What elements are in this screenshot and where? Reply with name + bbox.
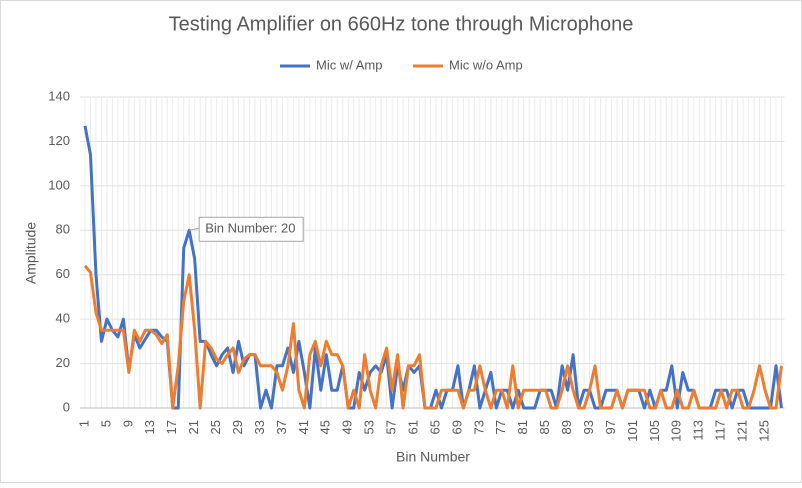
x-tick-label: 65: [427, 420, 442, 434]
x-tick-label: 93: [581, 420, 596, 434]
x-tick-label: 13: [142, 420, 157, 434]
annotation-text: Bin Number: 20: [205, 221, 295, 236]
x-tick-label: 117: [713, 420, 728, 441]
y-tick-label: 20: [56, 355, 70, 370]
x-tick-label: 1: [76, 420, 91, 427]
x-tick-label: 105: [647, 420, 662, 442]
x-tick-label: 121: [735, 420, 750, 442]
x-tick-label: 73: [471, 420, 486, 434]
x-tick-label: 9: [120, 420, 135, 427]
x-tick-label: 41: [296, 420, 311, 434]
y-tick-label: 140: [48, 88, 70, 103]
x-tick-label: 49: [340, 420, 355, 434]
x-tick-label: 81: [515, 420, 530, 434]
legend-label: Mic w/ Amp: [316, 57, 382, 72]
series-line: [83, 125, 783, 410]
x-tick-label: 37: [274, 420, 289, 434]
chart-title: Testing Amplifier on 660Hz tone through …: [169, 13, 634, 35]
series-line: [83, 264, 783, 410]
x-tick-label: 89: [559, 420, 574, 434]
x-tick-label: 25: [208, 420, 223, 434]
x-tick-label: 113: [691, 420, 706, 441]
x-tick-label: 77: [493, 420, 508, 434]
x-tick-label: 21: [186, 420, 201, 434]
x-tick-label: 5: [98, 420, 113, 427]
x-tick-label: 97: [603, 420, 618, 434]
y-tick-label: 40: [56, 311, 70, 326]
x-axis-title: Bin Number: [396, 449, 470, 465]
y-axis-title: Amplitude: [23, 222, 39, 284]
x-tick-label: 109: [669, 420, 684, 442]
x-tick-label: 61: [405, 420, 420, 434]
y-tick-label: 120: [48, 133, 70, 148]
x-tick-label: 85: [537, 420, 552, 434]
x-tick-label: 17: [164, 420, 179, 434]
x-tick-label: 29: [230, 420, 245, 434]
x-tick-label: 125: [756, 420, 771, 442]
x-tick-label: 57: [384, 420, 399, 434]
y-tick-label: 0: [63, 399, 70, 414]
x-tick-label: 53: [362, 420, 377, 434]
y-tick-label: 60: [56, 266, 70, 281]
y-tick-label: 100: [48, 177, 70, 192]
y-tick-label: 80: [56, 222, 70, 237]
x-tick-label: 33: [252, 420, 267, 434]
x-tick-label: 101: [625, 420, 640, 442]
x-tick-label: 45: [318, 420, 333, 434]
annotation-leader: [189, 227, 200, 231]
annotation-box: [198, 216, 304, 242]
x-tick-label: 69: [449, 420, 464, 434]
legend-label: Mic w/o Amp: [449, 57, 523, 72]
